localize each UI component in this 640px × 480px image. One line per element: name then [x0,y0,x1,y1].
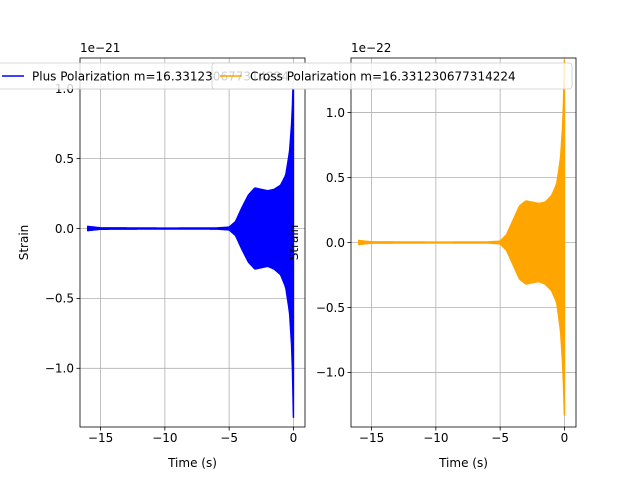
x-tick-label: −5 [491,431,509,445]
x-tick-label: −5 [220,431,238,445]
x-tick-label: 0 [290,431,298,445]
y-tick-label: 0.0 [55,222,74,236]
right-subplot: −15 −10 −5 0 −1.0 −0.5 0.0 0.5 1.0 1e−22 Time (s) S… [287,41,577,470]
x-tick-label: 0 [561,431,569,445]
x-axis-label: Time (s) [438,456,488,470]
series-0-waveform [86,71,295,418]
x-tick-label: −10 [423,431,448,445]
x-tick-label: −15 [88,431,113,445]
y-tick-label: 1.0 [326,106,345,120]
x-tick-label: −10 [152,431,177,445]
y-tick-label: 0.0 [326,236,345,250]
axes-frame [79,57,306,428]
legend-1: Cross Polarization m=16.331230677314224 [211,62,573,90]
y-axis-label: Strain [17,225,31,261]
y-tick-label: 0.5 [55,152,74,166]
y-offset-label: 1e−21 [80,41,120,55]
x-tick-label: −15 [359,431,384,445]
x-axis-label: Time (s) [167,456,217,470]
y-tick-label: −1.0 [316,366,345,380]
legend-frame [211,62,573,90]
y-tick-label: 0.5 [326,171,345,185]
y-tick-label: −0.5 [316,301,345,315]
y-tick-label: −0.5 [45,292,74,306]
y-tick-label: −1.0 [45,362,74,376]
series-0-waveform [357,59,566,417]
y-offset-label: 1e−22 [351,41,391,55]
y-axis-label: Strain [287,225,301,261]
legend-label: Cross Polarization m=16.331230677314224 [250,69,516,83]
